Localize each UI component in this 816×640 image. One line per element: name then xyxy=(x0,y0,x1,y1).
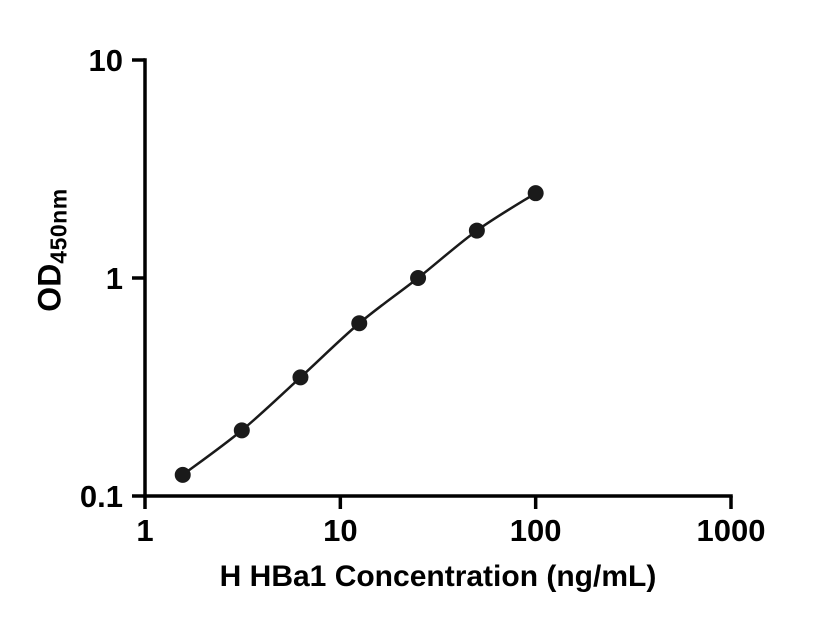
data-point xyxy=(410,270,427,286)
data-point xyxy=(174,466,191,483)
data-point xyxy=(351,315,368,332)
y-tick-label: 10 xyxy=(89,43,123,78)
x-tick-label: 10 xyxy=(323,513,357,548)
x-tick-label: 100 xyxy=(510,513,562,548)
x-axis-title: H HBa1 Concentration (ng/mL) xyxy=(219,560,657,593)
data-point xyxy=(233,422,250,439)
data-point xyxy=(527,185,544,202)
x-tick-label: 1 xyxy=(136,513,153,548)
y-axis-title-subscript: 450nm xyxy=(45,188,72,264)
y-axis-title: OD450nm xyxy=(32,188,73,311)
axis-lines xyxy=(143,58,733,498)
data-point xyxy=(292,369,309,386)
y-tick-label: 1 xyxy=(106,261,123,296)
x-tick-label: 1000 xyxy=(697,513,766,548)
y-axis-title-main: OD xyxy=(31,263,68,312)
y-tick-label: 0.1 xyxy=(80,479,123,514)
data-point xyxy=(468,222,485,239)
